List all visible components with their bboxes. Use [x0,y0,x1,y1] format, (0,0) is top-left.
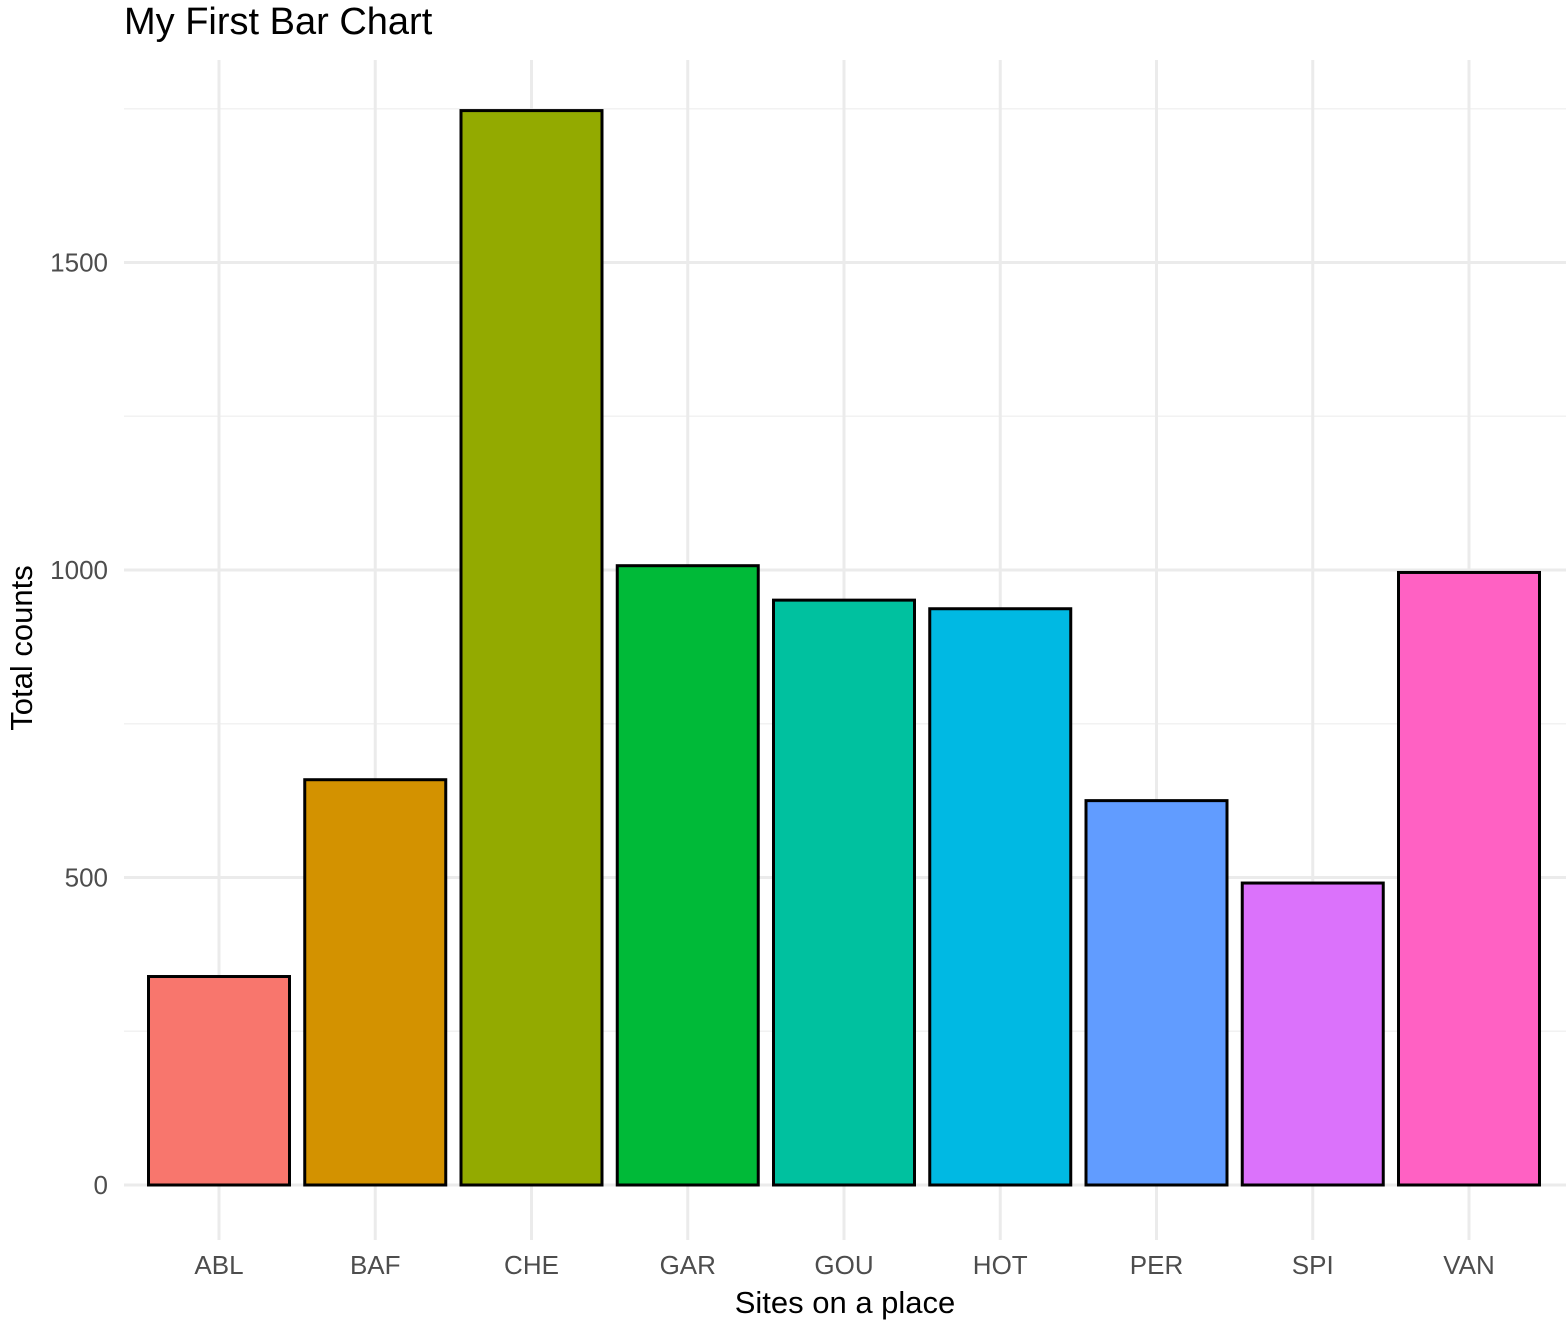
bar-spi [1240,881,1385,1187]
bar-che [459,109,604,1187]
x-tick-label: BAF [350,1250,401,1280]
y-tick-label: 500 [65,863,108,893]
x-tick-label: PER [1130,1250,1183,1280]
bars [147,109,1541,1187]
y-tick-label: 1000 [50,555,108,585]
bar-van [1397,570,1541,1187]
bar-per [1084,799,1229,1187]
bar-hot [928,607,1073,1187]
bar-gar [615,564,760,1187]
chart-title: My First Bar Chart [124,1,433,43]
bar-abl [147,975,291,1187]
bar-gou [772,598,916,1187]
y-tick-labels: 0 500 1000 1500 [50,248,108,1201]
y-tick-label: 0 [94,1170,108,1200]
x-tick-labels: ABL BAF CHE GAR GOU HOT PER SPI VAN [194,1250,1494,1280]
y-tick-label: 1500 [50,248,108,278]
x-tick-label: HOT [973,1250,1028,1280]
x-tick-label: CHE [504,1250,559,1280]
y-axis-title: Total counts [4,565,39,730]
x-tick-label: ABL [194,1250,243,1280]
x-axis-title: Sites on a place [735,1285,956,1320]
x-tick-label: SPI [1292,1250,1334,1280]
x-tick-label: GAR [660,1250,716,1280]
bar-baf [303,778,448,1187]
x-tick-label: GOU [814,1250,873,1280]
x-tick-label: VAN [1443,1250,1495,1280]
